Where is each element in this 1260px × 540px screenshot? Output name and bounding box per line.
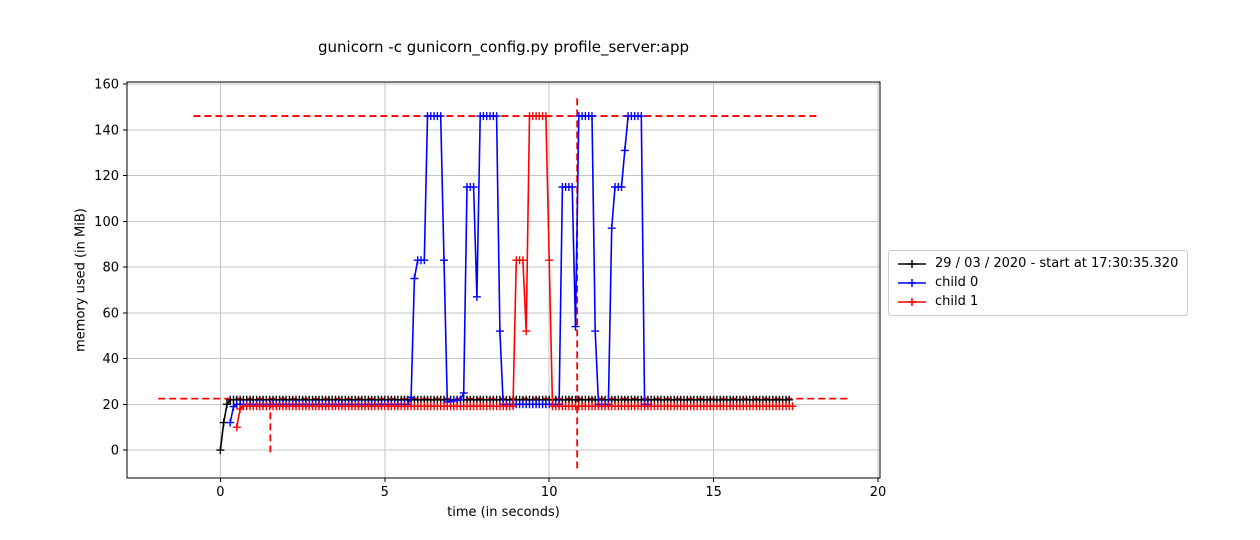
x-tick-label: 5: [381, 485, 389, 500]
chart-title: gunicorn -c gunicorn_config.py profile_s…: [318, 38, 689, 56]
axis-ticks: [123, 83, 879, 482]
legend-entry-label: child 1: [935, 294, 979, 309]
legend-entry: child 1: [896, 294, 1178, 310]
axes-spines: [126, 81, 881, 479]
x-tick-label: 20: [870, 485, 887, 500]
legend-line-swatch: [898, 298, 926, 306]
y-tick-label: 80: [102, 261, 119, 276]
x-tick-label: 15: [705, 485, 722, 500]
x-axis-label: time (in seconds): [447, 505, 560, 520]
series-markers: [232, 112, 797, 432]
annotation-lines: [158, 97, 851, 469]
legend: 29 / 03 / 2020 - start at 17:30:35.320 c…: [888, 250, 1189, 316]
series-main: [216, 395, 794, 455]
y-tick-label: 160: [94, 78, 119, 93]
y-tick-label: 40: [102, 352, 119, 367]
grid-lines: [127, 82, 880, 478]
y-tick-label: 0: [111, 444, 119, 459]
series-line: [236, 115, 793, 428]
y-tick-label: 20: [102, 398, 119, 413]
legend-line-swatch: [898, 260, 926, 268]
y-tick-label: 60: [102, 306, 119, 321]
legend-entry: child 0: [896, 275, 1178, 291]
legend-entry-label: 29 / 03 / 2020 - start at 17:30:35.320: [935, 256, 1179, 271]
series-markers: [226, 112, 652, 427]
series-line: [229, 115, 648, 423]
y-axis-label: memory used (in MiB): [73, 208, 89, 352]
y-tick-label: 100: [94, 215, 119, 230]
legend-entry-label: child 0: [935, 275, 979, 290]
x-tick-label: 10: [541, 485, 558, 500]
y-tick-label: 140: [94, 123, 119, 138]
series-child-0: [226, 112, 652, 427]
y-tick-label: 120: [94, 169, 119, 184]
x-tick-label: 0: [216, 485, 224, 500]
tick-labels: 0 5 10 15 20 0 20 40 60 80 100 120 140 160: [94, 78, 886, 500]
series-child-1: [232, 112, 797, 432]
legend-line-swatch: [898, 279, 926, 287]
legend-entry: 29 / 03 / 2020 - start at 17:30:35.320: [896, 256, 1178, 272]
